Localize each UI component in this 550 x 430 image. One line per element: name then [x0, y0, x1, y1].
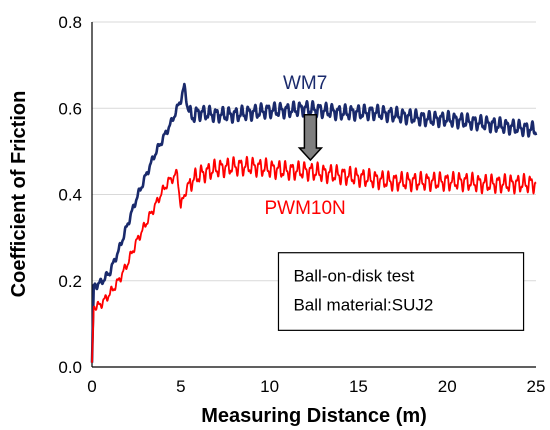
series-lines [90, 82, 538, 363]
y-tick-label: 0.8 [58, 13, 82, 32]
y-tick-labels: 0.0 0.2 0.4 0.6 0.8 [58, 13, 82, 377]
y-tick-label: 0.0 [58, 358, 82, 377]
reduction-arrow [297, 113, 324, 162]
annotation-box: Ball-on-disk test Ball material:SUJ2 [277, 252, 525, 331]
series-labels: WM7 PWM10N [264, 73, 345, 219]
series-line-wm7 [90, 82, 538, 363]
y-tick-label: 0.4 [58, 186, 82, 205]
y-tick-label: 0.2 [58, 272, 82, 291]
annotation-line: Ball material:SUJ2 [293, 296, 433, 315]
down-arrow-shape [297, 113, 324, 162]
y-tick-label: 0.6 [58, 99, 82, 118]
x-tick-label: 5 [176, 377, 185, 396]
x-axis-title: Measuring Distance (m) [201, 405, 427, 427]
x-tick-label: 15 [349, 377, 368, 396]
x-tick-label: 20 [438, 377, 457, 396]
annotation-line: Ball-on-disk test [293, 267, 414, 286]
x-tick-label: 10 [260, 377, 279, 396]
series-label: WM7 [283, 73, 327, 94]
annotation-frame [277, 252, 525, 331]
series-label: PWM10N [264, 198, 345, 219]
y-axis-title: Coefficient of Friction [8, 91, 30, 298]
x-tick-label: 0 [87, 377, 96, 396]
x-tick-labels: 0 5 10 15 20 25 [87, 377, 545, 396]
x-tick-label: 25 [527, 377, 546, 396]
series-line-pwm10n [91, 155, 537, 363]
